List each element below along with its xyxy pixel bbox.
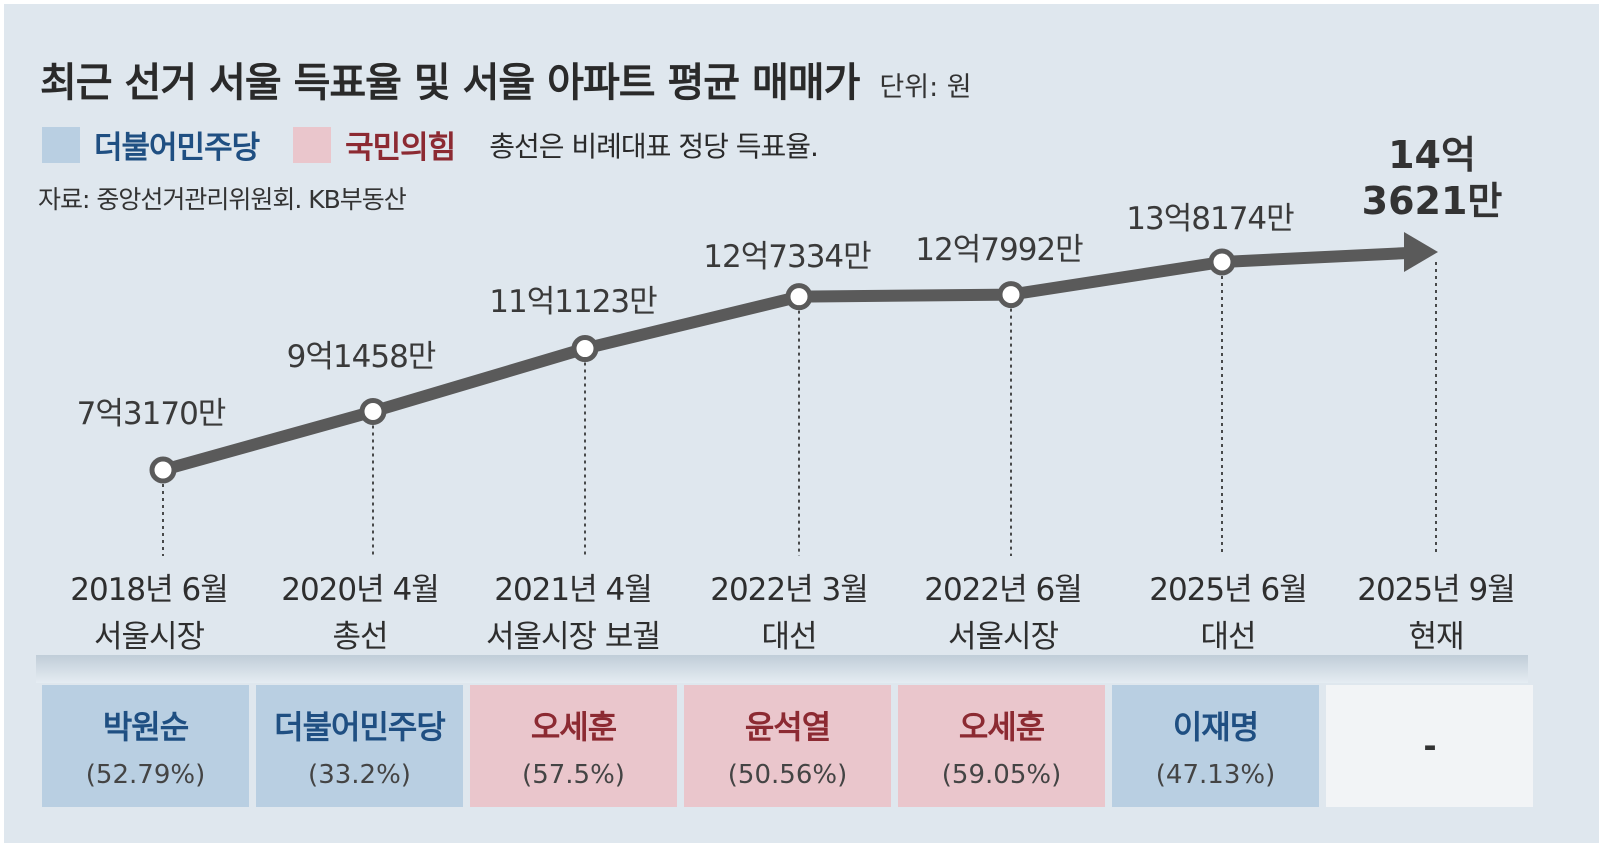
result-winner: 오세훈 — [958, 708, 1045, 746]
data-point — [359, 397, 387, 425]
x-tick-event: 대선 — [761, 619, 816, 655]
x-tick-date: 2020년 4월 — [281, 572, 439, 608]
source-note: 자료: 중앙선거관리위원회. KB부동산 — [38, 185, 407, 214]
legend-label-ppp: 국민의힘 — [345, 130, 456, 166]
result-cell: 이재명 (47.13%) — [1112, 685, 1319, 807]
value-label: 12억7992만 — [915, 232, 1083, 268]
result-winner: 더불어민주당 — [274, 708, 446, 746]
chart-title: 최근 선거 서울 득표율 및 서울 아파트 평균 매매가 — [40, 60, 860, 106]
result-percentage: (59.05%) — [941, 760, 1062, 790]
data-point — [997, 281, 1025, 309]
results-header-bar — [36, 655, 1528, 683]
legend-swatch-ppp — [293, 126, 332, 163]
legend-label-democratic: 더불어민주당 — [94, 130, 260, 166]
x-tick-event: 서울시장 — [94, 619, 205, 655]
data-point — [571, 335, 599, 363]
result-winner: 오세훈 — [530, 708, 617, 746]
title-row: 최근 선거 서울 득표율 및 서울 아파트 평균 매매가 단위: 원 — [40, 50, 972, 108]
value-label-final-line2: 3621만 — [1362, 179, 1503, 223]
value-label: 13억8174만 — [1126, 201, 1294, 237]
unit-label: 단위: 원 — [879, 72, 972, 103]
x-tick-event: 현재 — [1408, 619, 1463, 655]
result-winner: 윤석열 — [744, 708, 831, 746]
result-percentage: (57.5%) — [522, 760, 625, 790]
x-tick-event: 서울시장 보궐 — [486, 619, 660, 655]
result-cell: 오세훈 (57.5%) — [470, 685, 677, 807]
legend: 더불어민주당 국민의힘 총선은 비례대표 정당 득표율. — [42, 122, 819, 167]
x-tick-date: 2025년 9월 — [1357, 572, 1515, 608]
result-winner: 이재명 — [1172, 708, 1259, 746]
result-percentage: (33.2%) — [308, 760, 411, 790]
x-tick-date: 2025년 6월 — [1149, 572, 1307, 608]
x-tick-date: 2018년 6월 — [70, 572, 228, 608]
value-label: 9억1458만 — [287, 339, 436, 375]
result-cell: 더불어민주당 (33.2%) — [256, 685, 463, 807]
x-tick-date: 2021년 4월 — [494, 572, 652, 608]
data-point — [149, 456, 177, 484]
x-tick-date: 2022년 3월 — [710, 572, 868, 608]
data-point — [1208, 248, 1236, 276]
result-winner: - — [1423, 727, 1436, 765]
legend-note: 총선은 비례대표 정당 득표율. — [489, 129, 819, 163]
result-percentage: (50.56%) — [727, 760, 848, 790]
value-label: 12억7334만 — [703, 239, 871, 275]
result-percentage: (52.79%) — [85, 760, 206, 790]
value-label: 11억1123만 — [489, 284, 657, 320]
result-winner: 박원순 — [102, 708, 189, 746]
x-tick-event: 총선 — [332, 619, 387, 655]
result-cell: 오세훈 (59.05%) — [898, 685, 1105, 807]
x-tick-event: 서울시장 — [948, 619, 1059, 655]
result-percentage: (47.13%) — [1155, 760, 1276, 790]
result-cell: - — [1326, 685, 1533, 807]
data-point — [785, 283, 813, 311]
x-tick-event: 대선 — [1200, 619, 1255, 655]
legend-swatch-democratic — [42, 126, 80, 163]
end-arrow — [1404, 232, 1438, 272]
value-label: 7억3170만 — [77, 396, 226, 432]
result-cell: 윤석열 (50.56%) — [684, 685, 891, 807]
value-label-final-line1: 14억 — [1388, 133, 1476, 177]
result-cell: 박원순 (52.79%) — [42, 685, 249, 807]
x-tick-date: 2022년 6월 — [924, 572, 1082, 608]
